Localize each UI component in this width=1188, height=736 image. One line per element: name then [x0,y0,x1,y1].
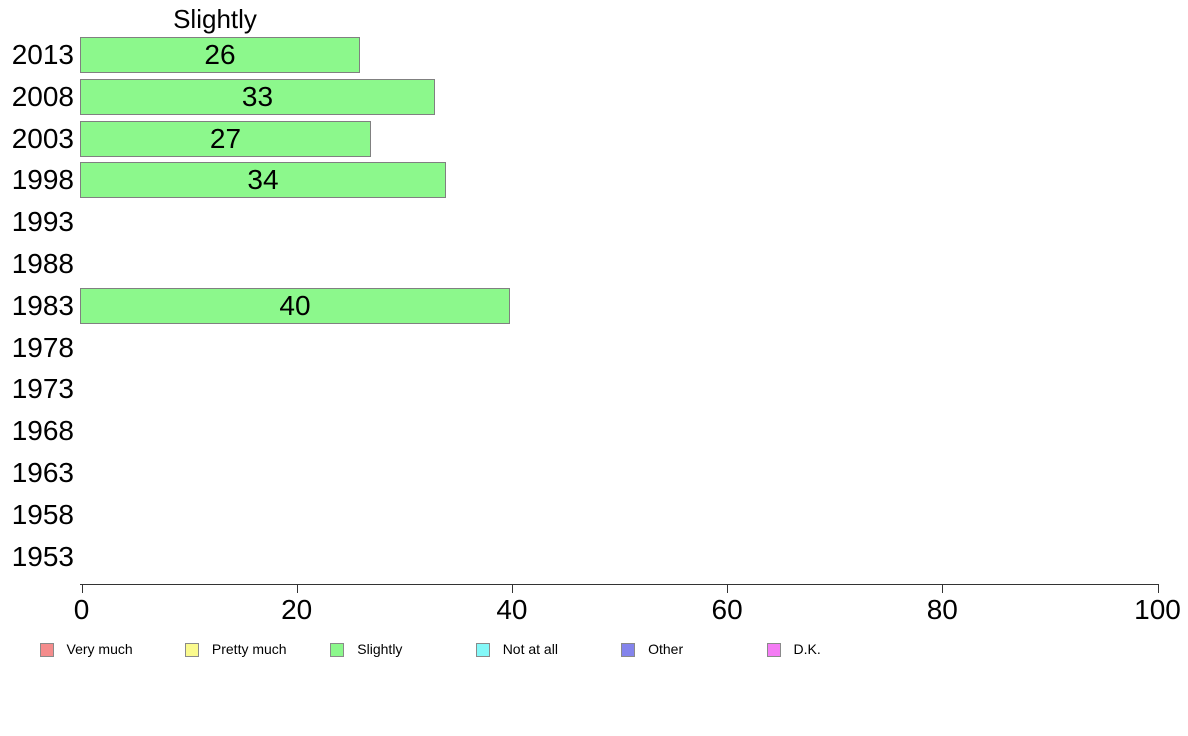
y-axis-label: 1988 [11,248,74,279]
legend-item: Very much [39,640,133,659]
legend-swatch [184,642,199,657]
y-axis-label: 1963 [11,457,74,488]
y-axis-label: 1973 [11,373,74,405]
legend-item: Not at all [475,640,558,659]
bar: 27 [80,120,371,157]
x-axis-tick-label: 60 [711,594,743,625]
y-axis-label: 1953 [11,540,74,572]
legend-item: Pretty much [184,640,287,659]
legend-swatch [330,642,345,657]
bar: 26 [80,37,360,73]
chart-title: Slightly [173,4,257,34]
legend-label: Slightly [357,641,403,657]
bar-value-label: 33 [241,80,274,112]
legend-swatch [475,642,490,657]
y-axis-label: 2003 [11,122,74,154]
x-axis-line [80,584,1159,585]
y-axis-label: 1958 [11,498,74,530]
y-axis-label: 1968 [11,415,74,447]
bar-value-label: 34 [247,164,279,196]
x-axis-tick-label: 80 [926,594,958,625]
legend-label: Pretty much [211,641,287,657]
bar: 40 [80,287,510,324]
legend-label: Other [648,641,684,657]
x-axis-tick-label: 100 [1134,594,1181,625]
bar: 34 [80,162,446,199]
x-axis-tick-label: 20 [281,594,313,625]
legend-label: Not at all [502,641,558,657]
legend: Very much Pretty much Slightly Not at all Ot… [0,640,1188,662]
bar-value-label: 27 [209,122,242,154]
legend-item: D.K. [766,640,821,659]
y-axis-label: 1983 [11,289,74,321]
x-axis-tick [942,585,944,593]
y-axis-label: 1978 [11,331,74,363]
bar-value-label: 26 [204,39,236,70]
x-axis-tick [296,585,298,593]
legend-swatch [621,642,636,657]
x-axis-tick-label: 40 [496,594,528,625]
x-axis-tick [81,585,83,593]
x-axis-tick-label: 0 [73,594,90,625]
legend-item: Other [621,640,683,659]
x-axis-tick [727,585,729,593]
legend-label: D.K. [793,641,821,657]
bar-value-label: 40 [279,289,311,321]
y-axis-label: 2008 [11,80,74,112]
y-axis-label: 1993 [11,206,74,238]
x-axis-tick [1157,585,1159,593]
x-axis-tick [511,585,513,593]
bar: 33 [80,78,435,115]
legend-swatch [766,642,781,657]
legend-label: Very much [66,641,133,657]
y-axis-label: 2013 [11,39,74,70]
legend-swatch [39,642,54,657]
y-axis-label: 1998 [11,164,74,196]
legend-item: Slightly [330,640,402,659]
